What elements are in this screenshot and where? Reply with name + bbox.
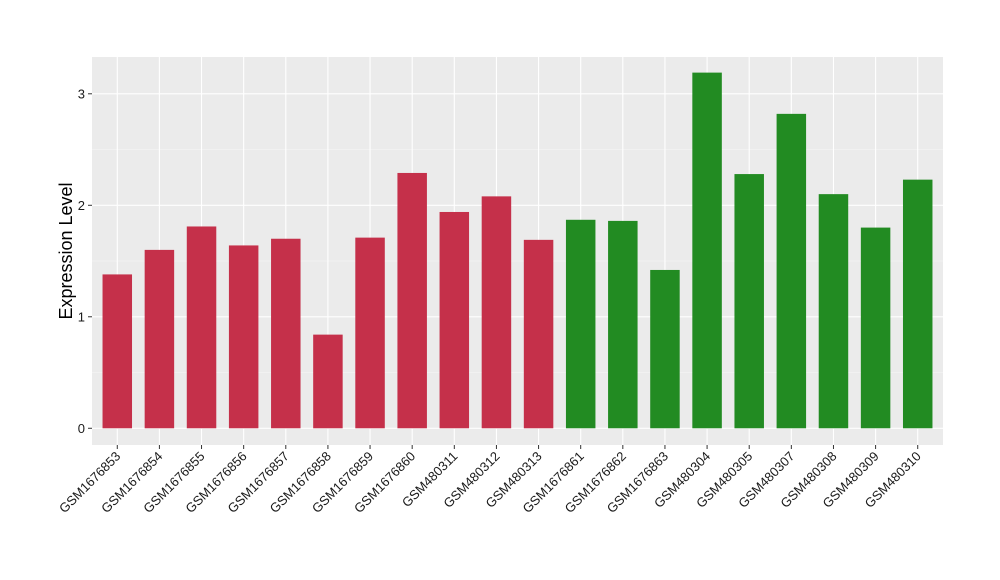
y-axis: 0 1 2 3 bbox=[78, 86, 92, 436]
bar-GSM480308 bbox=[818, 194, 849, 429]
bar-GSM480312 bbox=[481, 196, 512, 429]
bar-GSM1676853 bbox=[102, 274, 133, 429]
y-tick-label: 1 bbox=[78, 309, 85, 324]
plot-panel bbox=[92, 57, 943, 445]
bar-GSM1676854 bbox=[144, 249, 175, 429]
bar-GSM480307 bbox=[776, 113, 807, 429]
bar-GSM1676856 bbox=[228, 245, 259, 429]
bar-GSM1676861 bbox=[565, 219, 596, 429]
y-tick-label: 0 bbox=[78, 421, 85, 436]
bar-GSM1676860 bbox=[397, 172, 427, 429]
bar-GSM1676862 bbox=[608, 220, 638, 429]
y-tick-label: 2 bbox=[78, 198, 85, 213]
bar-GSM1676855 bbox=[186, 226, 217, 429]
bar-GSM480313 bbox=[523, 239, 554, 429]
bar-GSM480309 bbox=[860, 227, 891, 429]
x-axis: GSM1676853GSM1676854GSM1676855GSM1676856… bbox=[56, 445, 924, 516]
bar-GSM480310 bbox=[902, 179, 933, 429]
bars bbox=[102, 72, 933, 429]
bar-GSM480304 bbox=[692, 72, 722, 429]
bar-GSM1676863 bbox=[650, 269, 680, 429]
y-axis-title: Expression Level bbox=[56, 182, 76, 319]
bar-GSM1676857 bbox=[271, 238, 301, 429]
bar-GSM480311 bbox=[439, 211, 470, 429]
bar-GSM480305 bbox=[734, 174, 764, 429]
bar-GSM1676859 bbox=[355, 237, 385, 429]
bar-GSM1676858 bbox=[313, 334, 343, 429]
y-tick-label: 3 bbox=[78, 86, 85, 101]
